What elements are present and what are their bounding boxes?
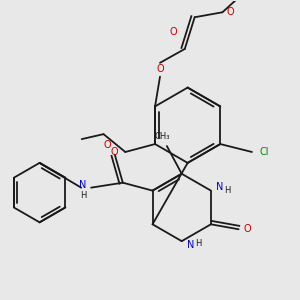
Text: H: H bbox=[224, 186, 231, 195]
Text: CH₃: CH₃ bbox=[154, 132, 170, 141]
Text: N: N bbox=[79, 180, 86, 190]
Text: O: O bbox=[226, 7, 234, 17]
Text: O: O bbox=[244, 224, 251, 234]
Text: O: O bbox=[103, 140, 111, 150]
Text: O: O bbox=[170, 27, 177, 37]
Text: H: H bbox=[80, 191, 86, 200]
Text: H: H bbox=[195, 238, 202, 247]
Text: Cl: Cl bbox=[259, 147, 268, 157]
Text: O: O bbox=[111, 147, 119, 157]
Text: N: N bbox=[187, 240, 194, 250]
Text: N: N bbox=[216, 182, 224, 192]
Text: O: O bbox=[156, 64, 164, 74]
